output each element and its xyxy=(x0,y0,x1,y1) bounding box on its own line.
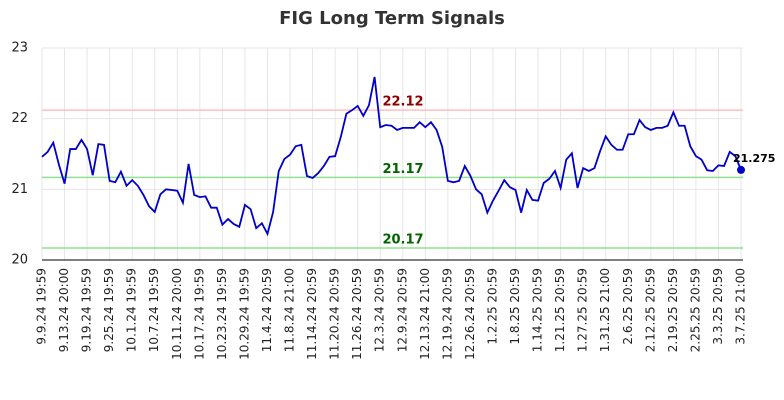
y-tick-label: 21 xyxy=(11,182,28,197)
last-value-label: 21.275 xyxy=(733,152,775,165)
x-tick-label: 11.4.24 20:59 xyxy=(260,268,274,352)
x-tick-label: 3.7.25 21:00 xyxy=(734,268,748,345)
x-tick-label: 1.14.25 20:59 xyxy=(531,268,545,352)
reference-label: 21.17 xyxy=(382,162,423,177)
x-tick-label: 9.9.24 19:59 xyxy=(35,268,49,345)
x-tick-label: 9.25.24 19:59 xyxy=(102,268,116,352)
last-point xyxy=(737,165,745,174)
x-tick-label: 1.21.25 20:59 xyxy=(553,268,567,352)
y-tick-label: 23 xyxy=(11,41,28,56)
reference-label: 22.12 xyxy=(382,95,423,110)
x-tick-label: 3.3.25 20:59 xyxy=(711,268,725,345)
x-tick-label: 1.8.25 20:59 xyxy=(508,268,522,345)
x-tick-label: 10.23.24 19:59 xyxy=(215,268,229,360)
x-tick-label: 10.1.24 19:59 xyxy=(125,268,139,352)
x-tick-label: 10.29.24 19:59 xyxy=(237,268,251,360)
reference-label: 20.17 xyxy=(382,232,423,247)
x-tick-label: 11.14.24 20:59 xyxy=(305,268,319,360)
x-tick-label: 1.2.25 20:59 xyxy=(485,268,499,345)
x-tick-label: 9.19.24 19:59 xyxy=(80,268,94,352)
x-tick-label: 1.27.25 20:59 xyxy=(576,268,590,352)
x-tick-label: 12.9.24 20:59 xyxy=(395,268,409,352)
x-tick-label: 12.19.24 20:59 xyxy=(440,268,454,360)
y-tick-label: 20 xyxy=(11,253,28,268)
x-tick-label: 2.25.25 20:59 xyxy=(688,268,702,352)
x-tick-label: 10.17.24 19:59 xyxy=(192,268,206,360)
x-tick-label: 11.20.24 20:59 xyxy=(328,268,342,360)
x-tick-label: 1.31.25 21:00 xyxy=(598,268,612,352)
price-line xyxy=(41,76,742,237)
x-tick-label: 11.8.24 21:00 xyxy=(283,268,297,352)
x-tick-label: 11.26.24 20:59 xyxy=(350,268,364,360)
x-tick-label: 2.6.25 20:59 xyxy=(621,268,635,345)
x-tick-label: 2.12.25 20:59 xyxy=(643,268,657,352)
x-tick-label: 2.19.25 20:59 xyxy=(666,268,680,352)
x-tick-label: 12.3.24 20:59 xyxy=(373,268,387,352)
x-tick-label: 12.26.24 20:59 xyxy=(463,268,477,360)
y-tick-label: 22 xyxy=(11,111,28,126)
x-tick-label: 12.13.24 21:00 xyxy=(418,268,432,360)
x-tick-label: 9.13.24 20:00 xyxy=(57,268,71,352)
chart-title: FIG Long Term Signals xyxy=(279,8,505,29)
x-tick-label: 10.7.24 19:59 xyxy=(147,268,161,352)
x-tick-label: 10.11.24 20:00 xyxy=(170,268,184,360)
